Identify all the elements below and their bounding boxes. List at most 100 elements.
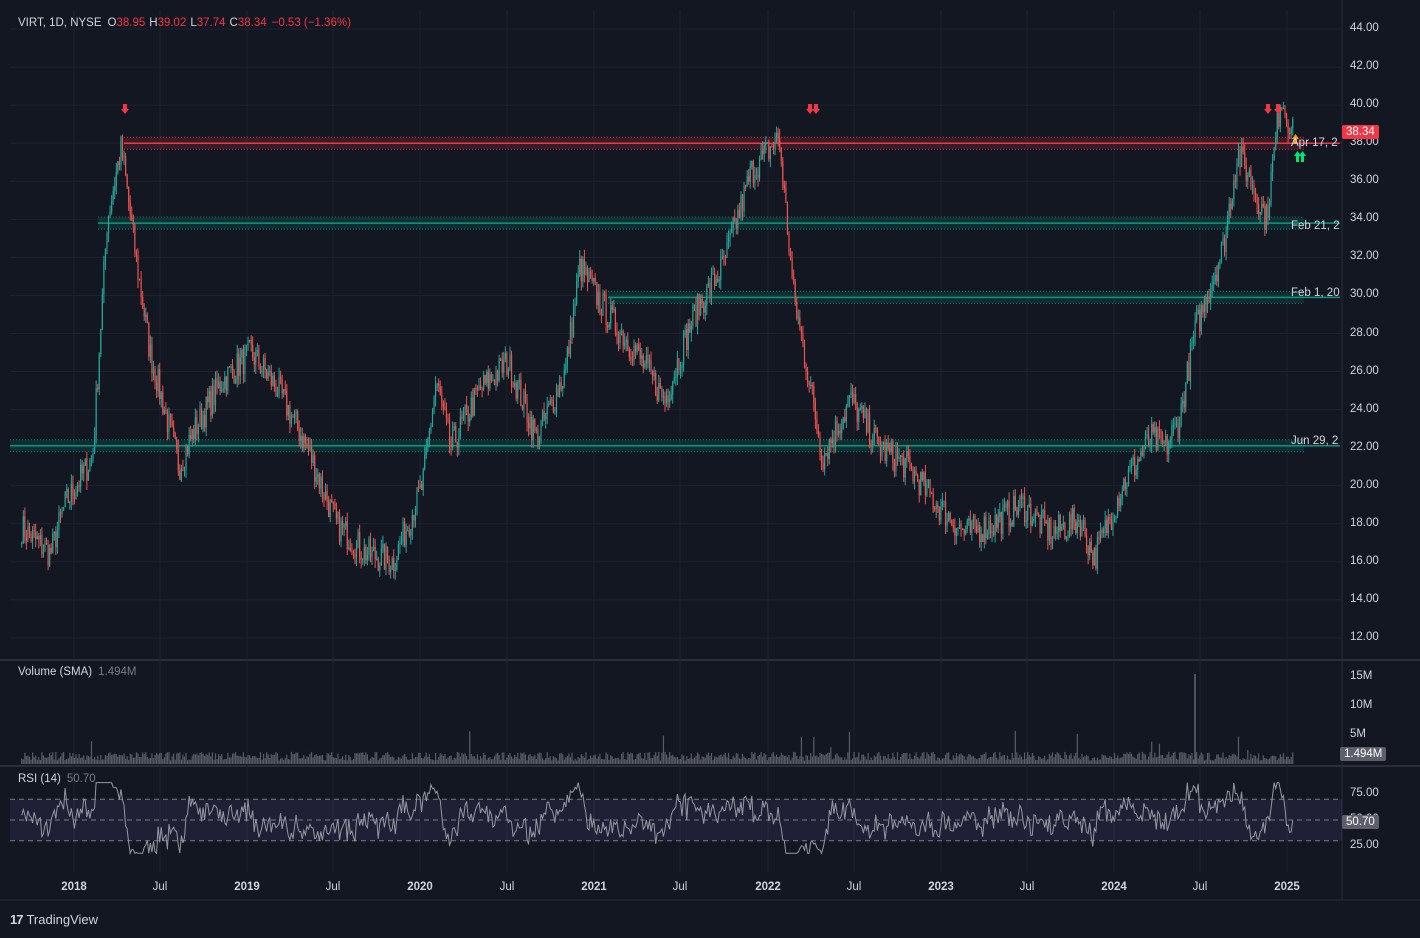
candle-body xyxy=(1253,185,1255,194)
candle-body xyxy=(1244,152,1246,166)
volume-bar xyxy=(400,758,403,764)
volume-bar xyxy=(1270,756,1272,764)
volume-bar xyxy=(314,755,316,764)
volume-bar xyxy=(785,755,787,764)
candle-body xyxy=(870,445,872,447)
volume-bar xyxy=(304,759,306,764)
volume-bar xyxy=(1058,753,1060,764)
candle-body xyxy=(727,237,730,242)
candle-body xyxy=(81,464,83,474)
candle-body xyxy=(743,185,745,212)
candle-body xyxy=(1174,423,1176,425)
volume-bar xyxy=(726,757,728,764)
candle-body xyxy=(1036,509,1038,514)
volume-bar xyxy=(1072,758,1074,764)
volume-bar xyxy=(1216,754,1218,764)
volume-bar xyxy=(231,753,234,764)
volume-bar xyxy=(433,760,435,764)
volume-bar xyxy=(791,757,793,764)
volume-bar xyxy=(1056,752,1058,764)
volume-bar xyxy=(617,757,620,764)
volume-bar xyxy=(1104,755,1106,764)
candle-body xyxy=(937,504,939,508)
candle-body xyxy=(917,474,919,481)
candle-body xyxy=(545,414,547,420)
volume-bar xyxy=(297,752,299,764)
candle-body xyxy=(453,426,455,430)
candle-body xyxy=(106,233,108,249)
candle-body xyxy=(38,536,40,540)
volume-bar xyxy=(44,757,46,764)
candle-body xyxy=(740,195,742,217)
volume-bar xyxy=(899,756,902,764)
volume-bar xyxy=(904,752,906,764)
candle-body xyxy=(634,345,637,353)
candle-body xyxy=(490,374,492,381)
candle-body xyxy=(527,422,530,429)
candle-body xyxy=(713,273,716,286)
volume-bar xyxy=(132,757,134,764)
volume-bar xyxy=(101,759,103,764)
volume-bar xyxy=(1211,760,1213,764)
candle-body xyxy=(893,462,895,472)
candle-body xyxy=(207,396,209,403)
volume-bar xyxy=(28,756,31,764)
candle-body xyxy=(50,547,52,553)
volume-bar xyxy=(478,759,480,764)
volume-bar xyxy=(453,757,455,764)
candle-body xyxy=(638,344,640,350)
candle-body xyxy=(721,256,723,259)
candle-body xyxy=(31,530,34,542)
volume-bar xyxy=(253,756,255,764)
candle-body xyxy=(159,369,161,400)
candle-body xyxy=(765,142,767,146)
candle-body xyxy=(287,405,289,416)
volume-bar xyxy=(84,760,86,764)
volume-bar xyxy=(991,756,993,764)
volume-bar xyxy=(949,759,951,764)
volume-bar xyxy=(419,753,421,764)
candle-body xyxy=(42,551,45,555)
candle-body xyxy=(75,492,77,500)
candle-body xyxy=(1202,305,1204,313)
volume-bar xyxy=(867,752,869,764)
candle-body xyxy=(918,480,920,496)
candle-body xyxy=(551,399,553,401)
volume-bar xyxy=(630,752,632,764)
volume-bar xyxy=(283,760,285,764)
volume-bar xyxy=(583,757,585,764)
volume-bar xyxy=(569,757,572,764)
candle-body xyxy=(1168,442,1170,455)
time-tick-label: Jul xyxy=(672,881,688,893)
footer-brand[interactable]: 17 TradingView xyxy=(10,912,98,927)
candle-body xyxy=(620,331,623,333)
volume-bar xyxy=(1191,753,1193,764)
volume-bar xyxy=(1185,753,1187,764)
candle-body xyxy=(1104,519,1106,529)
candle-body xyxy=(1135,469,1137,476)
volume-bar xyxy=(154,754,156,764)
volume-bar xyxy=(917,757,919,764)
candle-body xyxy=(895,451,897,472)
volume-bar xyxy=(430,759,432,764)
volume-bar xyxy=(774,756,776,764)
candle-body xyxy=(211,385,213,416)
volume-bar xyxy=(865,759,868,764)
candle-body xyxy=(264,357,266,371)
candle-body xyxy=(250,340,252,345)
candle-body xyxy=(613,308,615,310)
candle-body xyxy=(238,353,240,376)
volume-bar xyxy=(75,754,77,764)
volume-bar xyxy=(56,760,58,764)
volume-bar xyxy=(1202,754,1204,764)
volume-bar xyxy=(452,759,454,764)
volume-bar xyxy=(664,751,666,764)
volume-bar xyxy=(786,757,789,764)
volume-bar xyxy=(1020,756,1023,764)
candle-body xyxy=(112,191,114,201)
volume-bar xyxy=(780,752,782,764)
volume-bar xyxy=(1087,756,1089,764)
volume-bar xyxy=(345,754,347,764)
candle-body xyxy=(841,427,843,434)
